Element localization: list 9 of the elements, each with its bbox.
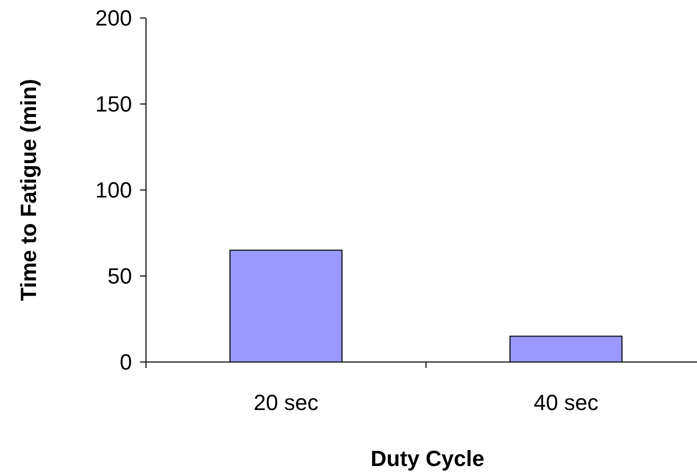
x-axis-title: Duty Cycle <box>370 446 484 471</box>
y-tick-label: 200 <box>95 6 132 31</box>
y-tick-label: 100 <box>95 178 132 203</box>
x-tick-label: 40 sec <box>534 390 598 415</box>
y-tick-label: 50 <box>108 264 132 289</box>
x-tick-label: 20 sec <box>254 390 318 415</box>
y-axis-title: Time to Fatigue (min) <box>16 78 41 302</box>
y-tick-label: 150 <box>95 92 132 117</box>
y-tick-label: 0 <box>120 350 132 375</box>
